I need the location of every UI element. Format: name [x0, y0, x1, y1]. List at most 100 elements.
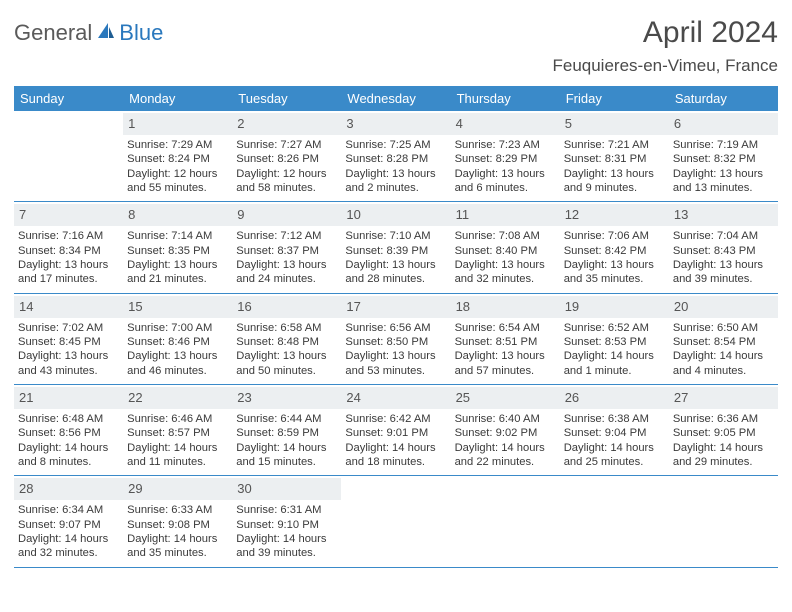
sunrise-text: Sunrise: 7:04 AM [673, 229, 774, 243]
day-cell-2: 2Sunrise: 7:27 AMSunset: 8:26 PMDaylight… [232, 111, 341, 201]
daylight-text: Daylight: 14 hours and 4 minutes. [673, 349, 774, 378]
weekday-friday: Friday [560, 86, 669, 111]
sunset-text: Sunset: 8:59 PM [236, 426, 337, 440]
sunrise-text: Sunrise: 6:56 AM [345, 321, 446, 335]
day-cell-12: 12Sunrise: 7:06 AMSunset: 8:42 PMDayligh… [560, 202, 669, 292]
day-number-strip: 25 [451, 387, 560, 409]
day-cell-20: 20Sunrise: 6:50 AMSunset: 8:54 PMDayligh… [669, 294, 778, 384]
sunrise-text: Sunrise: 6:52 AM [564, 321, 665, 335]
daylight-text: Daylight: 13 hours and 39 minutes. [673, 258, 774, 287]
day-cell-11: 11Sunrise: 7:08 AMSunset: 8:40 PMDayligh… [451, 202, 560, 292]
day-cell-14: 14Sunrise: 7:02 AMSunset: 8:45 PMDayligh… [14, 294, 123, 384]
sunset-text: Sunset: 8:28 PM [345, 152, 446, 166]
day-number-strip: 18 [451, 296, 560, 318]
day-cell-8: 8Sunrise: 7:14 AMSunset: 8:35 PMDaylight… [123, 202, 232, 292]
weekday-monday: Monday [123, 86, 232, 111]
daylight-text: Daylight: 14 hours and 39 minutes. [236, 532, 337, 561]
week-row: 28Sunrise: 6:34 AMSunset: 9:07 PMDayligh… [14, 476, 778, 567]
day-info: Sunrise: 6:42 AMSunset: 9:01 PMDaylight:… [345, 412, 446, 469]
daylight-text: Daylight: 13 hours and 9 minutes. [564, 167, 665, 196]
day-number-strip: 6 [669, 113, 778, 135]
empty-cell [451, 476, 560, 566]
sunset-text: Sunset: 8:32 PM [673, 152, 774, 166]
sunset-text: Sunset: 9:02 PM [455, 426, 556, 440]
daylight-text: Daylight: 13 hours and 53 minutes. [345, 349, 446, 378]
sunset-text: Sunset: 8:54 PM [673, 335, 774, 349]
header: General Blue April 2024 Feuquieres-en-Vi… [14, 16, 778, 76]
sunrise-text: Sunrise: 6:40 AM [455, 412, 556, 426]
day-number: 3 [346, 116, 353, 131]
day-info: Sunrise: 6:36 AMSunset: 9:05 PMDaylight:… [673, 412, 774, 469]
sunset-text: Sunset: 9:04 PM [564, 426, 665, 440]
sunset-text: Sunset: 8:42 PM [564, 244, 665, 258]
day-cell-3: 3 Sunrise: 7:25 AMSunset: 8:28 PMDaylight… [341, 111, 450, 201]
week-row: 14Sunrise: 7:02 AMSunset: 8:45 PMDayligh… [14, 294, 778, 385]
daylight-text: Daylight: 13 hours and 17 minutes. [18, 258, 119, 287]
day-number: 30 [237, 481, 251, 496]
sunset-text: Sunset: 8:24 PM [127, 152, 228, 166]
sunset-text: Sunset: 9:01 PM [345, 426, 446, 440]
day-number: 7 [19, 207, 26, 222]
day-cell-5: 5Sunrise: 7:21 AMSunset: 8:31 PMDaylight… [560, 111, 669, 201]
daylight-text: Daylight: 13 hours and 43 minutes. [18, 349, 119, 378]
day-number: 27 [674, 390, 688, 405]
daylight-text: Daylight: 14 hours and 15 minutes. [236, 441, 337, 470]
day-info: Sunrise: 7:19 AMSunset: 8:32 PMDaylight:… [673, 138, 774, 195]
sunset-text: Sunset: 8:35 PM [127, 244, 228, 258]
day-number-strip: 5 [560, 113, 669, 135]
day-info: Sunrise: 7:10 AMSunset: 8:39 PMDaylight:… [345, 229, 446, 286]
day-info: Sunrise: 6:54 AMSunset: 8:51 PMDaylight:… [455, 321, 556, 378]
sunrise-text: Sunrise: 6:33 AM [127, 503, 228, 517]
day-info: Sunrise: 7:16 AMSunset: 8:34 PMDaylight:… [18, 229, 119, 286]
daylight-text: Daylight: 13 hours and 2 minutes. [345, 167, 446, 196]
day-number: 2 [237, 116, 244, 131]
day-cell-18: 18 Sunrise: 6:54 AMSunset: 8:51 PMDayligh… [451, 294, 560, 384]
day-number: 21 [19, 390, 33, 405]
day-number-strip: 9 [232, 204, 341, 226]
day-number-strip: 8 [123, 204, 232, 226]
day-number: 17 [346, 299, 360, 314]
sunset-text: Sunset: 8:45 PM [18, 335, 119, 349]
day-cell-16: 16Sunrise: 6:58 AMSunset: 8:48 PMDayligh… [232, 294, 341, 384]
sunset-text: Sunset: 8:53 PM [564, 335, 665, 349]
day-number-strip: 13 [669, 204, 778, 226]
sunset-text: Sunset: 8:57 PM [127, 426, 228, 440]
sunrise-text: Sunrise: 6:54 AM [455, 321, 556, 335]
day-number-strip: 20 [669, 296, 778, 318]
day-info: Sunrise: 6:40 AMSunset: 9:02 PMDaylight:… [455, 412, 556, 469]
sunrise-text: Sunrise: 7:00 AM [127, 321, 228, 335]
daylight-text: Daylight: 13 hours and 28 minutes. [345, 258, 446, 287]
logo-text-general: General [14, 20, 92, 46]
day-number: 26 [565, 390, 579, 405]
sunrise-text: Sunrise: 7:25 AM [345, 138, 446, 152]
day-number-strip: 11 [451, 204, 560, 226]
daylight-text: Daylight: 13 hours and 35 minutes. [564, 258, 665, 287]
logo-text-blue: Blue [119, 20, 163, 46]
day-number-strip: 30 [232, 478, 341, 500]
weekday-sunday: Sunday [14, 86, 123, 111]
weekday-wednesday: Wednesday [341, 86, 450, 111]
empty-cell [560, 476, 669, 566]
day-info: Sunrise: 6:33 AMSunset: 9:08 PMDaylight:… [127, 503, 228, 560]
day-number: 22 [128, 390, 142, 405]
day-number-strip: 14 [14, 296, 123, 318]
day-info: Sunrise: 6:38 AMSunset: 9:04 PMDaylight:… [564, 412, 665, 469]
day-info: Sunrise: 7:25 AMSunset: 8:28 PMDaylight:… [345, 138, 446, 195]
day-number: 10 [346, 207, 360, 222]
calendar-page: General Blue April 2024 Feuquieres-en-Vi… [0, 0, 792, 578]
day-number-strip: 4 [451, 113, 560, 135]
day-number-strip: 28 [14, 478, 123, 500]
day-number: 14 [19, 299, 33, 314]
daylight-text: Daylight: 14 hours and 11 minutes. [127, 441, 228, 470]
day-info: Sunrise: 6:31 AMSunset: 9:10 PMDaylight:… [236, 503, 337, 560]
day-cell-9: 9Sunrise: 7:12 AMSunset: 8:37 PMDaylight… [232, 202, 341, 292]
sunrise-text: Sunrise: 6:46 AM [127, 412, 228, 426]
logo-sail-icon [96, 21, 116, 46]
sunset-text: Sunset: 8:26 PM [236, 152, 337, 166]
sunset-text: Sunset: 9:08 PM [127, 518, 228, 532]
daylight-text: Daylight: 13 hours and 13 minutes. [673, 167, 774, 196]
daylight-text: Daylight: 13 hours and 32 minutes. [455, 258, 556, 287]
day-number: 11 [456, 207, 470, 222]
day-number: 15 [128, 299, 142, 314]
day-number-strip: 2 [232, 113, 341, 135]
